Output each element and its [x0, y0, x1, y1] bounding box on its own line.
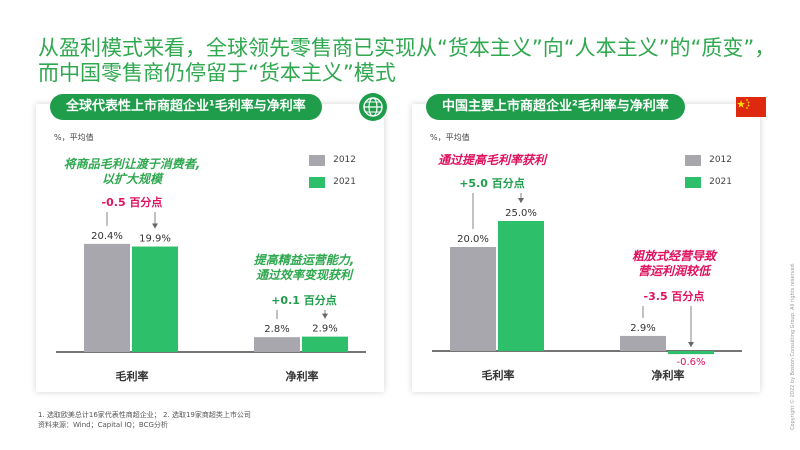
bar-2012-gross [84, 243, 130, 352]
category-label: 净利率 [286, 369, 319, 383]
globe-icon [359, 93, 387, 121]
value-label: -0.6% [676, 357, 705, 368]
bar-2021-gross [132, 246, 178, 352]
legend: 2012 2021 [309, 152, 356, 196]
gross-margin-note: 将商品毛利让渡于消费者, [64, 157, 201, 171]
unit-label: %，平均值 [430, 133, 470, 142]
legend-label-2012: 2012 [333, 155, 356, 165]
legend-label-2021: 2021 [709, 177, 732, 187]
legend-label-2021: 2021 [333, 177, 356, 187]
delta-arrowhead [518, 198, 524, 203]
value-label: 2.9% [630, 323, 655, 334]
bar-2021-net [302, 336, 348, 352]
bar-2012-gross [450, 247, 496, 351]
bar-2012-net [254, 337, 300, 352]
panel-header-china: 中国主要上市商超企业²毛利率与净利率 [426, 94, 685, 120]
category-label: 毛利率 [482, 368, 515, 382]
legend-label-2012: 2012 [709, 155, 732, 165]
net-margin-delta: -3.5 百分点 [644, 289, 705, 303]
gross-margin-note: 通过提高毛利率获利 [438, 153, 548, 167]
gross-margin-note: 以扩大规模 [102, 172, 164, 186]
bar-2021-net [668, 351, 714, 355]
value-label: 20.4% [91, 231, 123, 242]
value-label: 19.9% [139, 234, 171, 245]
category-label: 毛利率 [116, 369, 149, 383]
value-label: 20.0% [457, 234, 489, 245]
legend-item-2021: 2021 [685, 174, 732, 190]
net-margin-note: 通过效率变现获利 [256, 268, 354, 282]
bar-2021-gross [498, 221, 544, 351]
legend-item-2021: 2021 [309, 174, 356, 190]
value-label: 2.8% [264, 324, 289, 335]
gross-margin-delta: +5.0 百分点 [459, 176, 525, 190]
delta-arrowhead [322, 313, 328, 319]
legend-swatch-2021 [309, 176, 326, 188]
china-flag-icon [736, 97, 766, 117]
net-margin-note: 提高精益运营能力, [254, 253, 355, 267]
legend: 2012 2021 [685, 152, 732, 196]
page-title: 从盈利模式来看，全球领先零售商已实现从“货本主义”向“人本主义”的“质变”，而中… [38, 36, 776, 85]
legend-swatch-2012 [685, 154, 702, 166]
copyright-notice: Copyright © 2022 by Boston Consulting Gr… [790, 262, 796, 430]
source-line: 资料来源：Wind；Capital IQ；BCG分析 [38, 421, 168, 429]
footnote-line: 1. 选取欧美总计16家代表性商超企业； 2. 选取19家商超类上市公司 [38, 411, 251, 419]
bar-2012-net [620, 335, 666, 351]
value-label: 25.0% [505, 208, 537, 219]
global-margin-chart: 20.4% 19.9% 毛利率 2.8% 2.9% 净利率 将商品毛利让渡于消费者,以扩大规… [56, 157, 366, 383]
net-margin-note: 粗放式经营导致 [632, 249, 718, 263]
unit-label: %，平均值 [54, 133, 94, 142]
value-label: 2.9% [312, 324, 337, 335]
global-retailers-panel: 全球代表性上市商超企业¹毛利率与净利率 %，平均值 2012 2021 20.4… [36, 93, 387, 392]
legend-swatch-2012 [309, 154, 326, 166]
gross-margin-delta: -0.5 百分点 [102, 195, 163, 209]
net-margin-delta: +0.1 百分点 [271, 293, 337, 307]
legend-swatch-2021 [685, 176, 702, 188]
china-retailers-panel: 中国主要上市商超企业²毛利率与净利率 %，平均值 2012 2021 20.0%… [412, 94, 766, 392]
delta-arrowhead [688, 342, 694, 347]
delta-arrowhead [152, 223, 158, 229]
footnotes: 1. 选取欧美总计16家代表性商超企业； 2. 选取19家商超类上市公司 资料来… [38, 410, 251, 430]
legend-item-2012: 2012 [685, 152, 732, 168]
legend-item-2012: 2012 [309, 152, 356, 168]
net-margin-note: 营运利润较低 [638, 264, 712, 278]
china-margin-chart: 20.0% 25.0% 毛利率 2.9% -0.6%净利率 通过提高毛利率获利 +5.0 百… [432, 153, 742, 382]
panel-header-global: 全球代表性上市商超企业¹毛利率与净利率 [50, 94, 322, 120]
category-label: 净利率 [652, 368, 685, 382]
